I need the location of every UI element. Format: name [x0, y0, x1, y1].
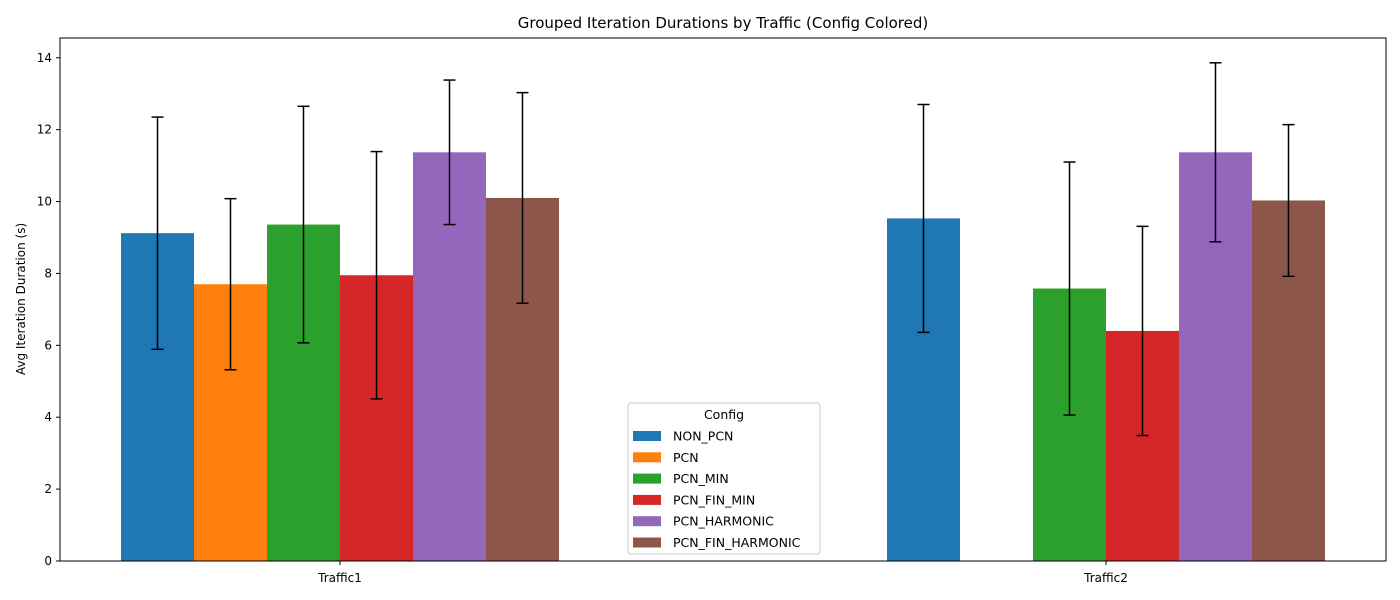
y-axis: 0 2 4 6 8 10 12 14 [37, 51, 60, 568]
legend-item-pcn-harmonic: PCN_HARMONIC [633, 514, 774, 529]
errorbar-pcn-traffic1 [224, 197, 237, 371]
legend-label: PCN_MIN [673, 471, 729, 486]
legend-label: PCN_HARMONIC [673, 514, 774, 529]
legend-label: PCN [673, 450, 699, 465]
legend-label: PCN_FIN_HARMONIC [673, 535, 801, 550]
y-axis-label: Avg Iteration Duration (s) [14, 223, 28, 375]
legend-swatch [633, 537, 661, 548]
y-tick-label: 0 [44, 554, 52, 568]
errorbar-pcn-harmonic-traffic2 [1209, 62, 1222, 243]
legend-swatch [633, 494, 661, 505]
y-tick-label: 12 [37, 123, 52, 137]
legend-swatch [633, 452, 661, 463]
y-tick-label: 10 [37, 195, 52, 209]
legend-title: Config [704, 407, 744, 422]
errorbar-non-pcn-traffic1 [151, 116, 164, 351]
legend-box [627, 402, 821, 555]
chart-title: Grouped Iteration Durations by Traffic (… [518, 14, 929, 32]
bars-layer [121, 152, 1325, 562]
errorbar-pcn-fin-harmonic-traffic1 [516, 91, 529, 305]
legend-label: PCN_FIN_MIN [673, 492, 755, 507]
legend: Config NON_PCN PCN PCN_MIN PCN_FIN_MIN PCN_HA… [627, 402, 821, 555]
legend-item-pcn: PCN [633, 450, 699, 465]
y-tick-label: 2 [44, 482, 52, 496]
errorbar-pcn-min-traffic2 [1063, 161, 1076, 416]
y-tick-label: 6 [44, 338, 52, 352]
errorbar-non-pcn-traffic2 [917, 103, 930, 334]
errorbar-pcn-harmonic-traffic1 [443, 79, 456, 226]
x-axis: Traffic1 Traffic2 [317, 561, 1128, 585]
errorbar-pcn-min-traffic1 [297, 105, 310, 344]
plot-frame [59, 37, 1387, 562]
y-tick-label: 14 [37, 51, 52, 65]
legend-item-pcn-fin-harmonic: PCN_FIN_HARMONIC [633, 535, 801, 550]
legend-item-non-pcn: NON_PCN [633, 429, 733, 444]
errorbar-pcn-fin-min-traffic2 [1136, 225, 1149, 437]
legend-swatch [633, 473, 661, 484]
legend-item-pcn-min: PCN_MIN [633, 471, 729, 486]
legend-swatch [633, 431, 661, 441]
y-tick-label: 8 [44, 266, 52, 280]
x-tick-label: Traffic1 [317, 571, 362, 585]
errorbars-layer [151, 62, 1295, 437]
y-tick-label: 4 [44, 410, 52, 424]
legend-swatch [633, 516, 661, 527]
x-tick-label: Traffic2 [1083, 571, 1128, 585]
errorbar-pcn-fin-min-traffic1 [370, 150, 383, 400]
legend-item-pcn-fin-min: PCN_FIN_MIN [633, 492, 755, 507]
legend-label: NON_PCN [673, 429, 733, 444]
errorbar-pcn-fin-harmonic-traffic2 [1282, 123, 1295, 278]
